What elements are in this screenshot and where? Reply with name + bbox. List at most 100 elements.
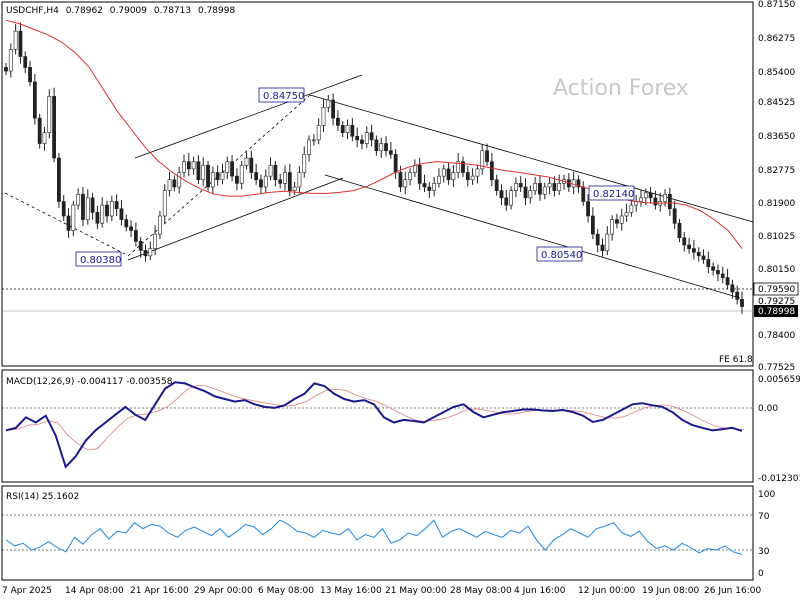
candle-body	[379, 143, 384, 152]
candle-body	[663, 193, 667, 202]
candle-body	[461, 161, 465, 173]
annotation-08475: 0.84750	[258, 87, 305, 103]
candle-body	[307, 139, 311, 155]
candle-body	[13, 30, 18, 50]
watermark: Action Forex	[553, 76, 689, 101]
header-close: 0.78998	[198, 6, 235, 16]
candle-body	[182, 161, 186, 173]
candle-body	[215, 172, 220, 181]
candle-body	[8, 48, 13, 72]
candle-body	[456, 161, 461, 173]
candle-body	[278, 179, 283, 184]
price-tick: 0.79275	[758, 297, 795, 307]
lower-channel-line-1	[127, 177, 344, 261]
price-tick: 0.80150	[758, 265, 795, 275]
candle-body	[605, 233, 610, 252]
svg-text:0.84750: 0.84750	[263, 91, 304, 102]
candle-body	[682, 237, 687, 246]
candle-body	[201, 164, 206, 181]
upper-channel-line-2	[309, 94, 754, 223]
candle-body	[610, 219, 615, 235]
macd-tick: 0.00	[758, 404, 778, 414]
candle-body	[475, 168, 480, 177]
header-open: 0.78962	[66, 6, 103, 16]
candle-body	[302, 154, 307, 173]
rsi-tick: 70	[758, 512, 770, 522]
candle-body	[172, 179, 177, 188]
candle-body	[701, 255, 706, 260]
candle-body	[32, 81, 37, 119]
candle-body	[254, 172, 259, 181]
candle-body	[28, 67, 32, 83]
time-tick: 21 May 00:00	[385, 586, 447, 596]
candle-body	[672, 208, 677, 224]
candle-body	[384, 143, 388, 152]
candle-body	[57, 157, 61, 202]
candle-body	[557, 183, 562, 191]
candle-body	[235, 175, 239, 184]
candle-body	[446, 168, 451, 181]
candle-body	[124, 219, 129, 228]
candle-body	[158, 215, 162, 235]
candles	[4, 22, 744, 314]
candle-body	[629, 204, 634, 213]
annotation-08214: 0.82140	[588, 185, 635, 201]
candle-body	[23, 56, 28, 68]
candle-body	[355, 135, 360, 141]
candle-body	[350, 125, 355, 137]
candle-body	[206, 164, 210, 188]
candle-body	[432, 183, 437, 191]
time-tick: 26 Jun 16:00	[704, 586, 761, 596]
candle-body	[148, 248, 153, 257]
candle-body	[186, 161, 191, 170]
candle-body	[364, 132, 369, 144]
macd-signal-line	[7, 384, 745, 451]
price-tick: 0.81900	[758, 199, 795, 209]
candle-body	[494, 179, 499, 191]
candle-body	[590, 215, 595, 235]
price-tick: 0.85400	[758, 68, 795, 78]
candle-body	[230, 161, 234, 177]
candle-body	[369, 132, 374, 141]
candle-body	[292, 186, 297, 191]
level-label-07959: 0.79590	[758, 285, 795, 295]
candle-body	[263, 175, 268, 188]
candle-body	[326, 99, 331, 108]
candle-body	[398, 172, 403, 188]
candle-body	[538, 183, 542, 195]
candle-body	[316, 125, 321, 141]
candle-body	[480, 150, 485, 170]
candle-body	[268, 164, 273, 177]
candle-body	[730, 284, 735, 293]
candle-body	[533, 183, 538, 191]
candle-body	[504, 197, 509, 206]
lower-channel-line-2	[324, 174, 741, 299]
candle-body	[437, 175, 441, 184]
time-tick: 28 May 08:00	[450, 586, 512, 596]
candle-body	[552, 183, 557, 191]
header-low: 0.78713	[154, 6, 191, 16]
candle-body	[374, 139, 379, 152]
candle-body	[95, 212, 100, 224]
candle-body	[321, 106, 326, 126]
candle-body	[600, 244, 605, 252]
macd-panel-frame	[1, 369, 754, 483]
svg-text:0.80540: 0.80540	[541, 250, 582, 261]
macd-label: MACD(12,26,9) -0.004117 -0.003558	[6, 377, 173, 387]
candle-body	[528, 190, 533, 199]
candle-body	[711, 266, 716, 271]
candle-body	[518, 183, 523, 188]
candle-body	[677, 222, 682, 239]
candle-body	[393, 154, 398, 173]
candle-body	[667, 193, 672, 210]
header-symbol: USDCHF,H4	[6, 6, 59, 16]
candle-body	[485, 150, 489, 162]
candle-body	[648, 192, 653, 199]
candle-body	[4, 67, 8, 72]
macd-line	[5, 381, 743, 469]
candle-body	[336, 117, 340, 126]
candle-body	[716, 270, 720, 275]
candle-body	[109, 201, 114, 217]
candle-body	[66, 215, 71, 231]
